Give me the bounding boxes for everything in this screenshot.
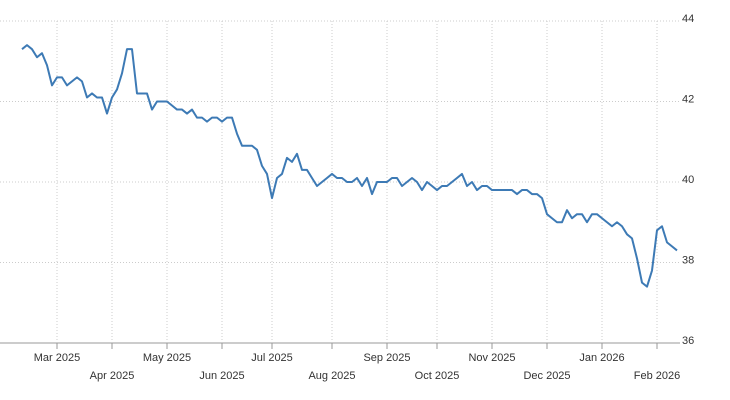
y-tick-label: 42	[682, 93, 694, 105]
line	[21, 44, 678, 288]
x-tick-label: Feb 2026	[634, 370, 680, 382]
x-tick-label: Apr 2025	[90, 370, 135, 382]
x-tick-label: Sep 2025	[363, 352, 410, 364]
x-tick-label: Aug 2025	[308, 370, 355, 382]
x-tick-label: Dec 2025	[523, 370, 570, 382]
x-tick-label: May 2025	[143, 352, 191, 364]
x-tick-label: Mar 2025	[34, 352, 80, 364]
x-tick-label: Jul 2025	[251, 352, 293, 364]
y-tick-label: 44	[682, 13, 694, 25]
x-tick-label: Jan 2026	[579, 352, 624, 364]
y-tick-label: 40	[682, 174, 694, 186]
x-tick-label: Nov 2025	[468, 352, 515, 364]
x-tick-label: Jun 2025	[199, 370, 244, 382]
y-tick-label: 38	[682, 254, 694, 266]
y-tick-label: 36	[682, 335, 694, 347]
x-tick-label: Oct 2025	[415, 370, 460, 382]
